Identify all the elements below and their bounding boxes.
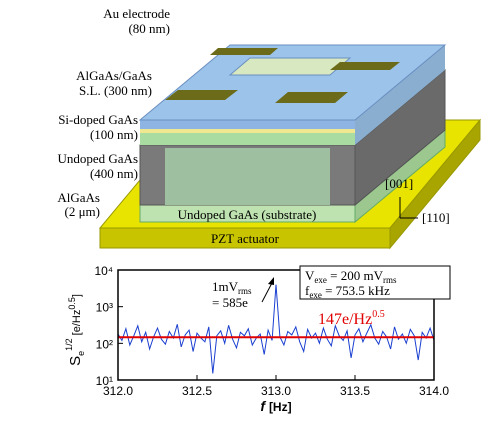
label: Si-doped GaAs (58, 112, 138, 127)
v-sub: exe (314, 275, 327, 285)
data-line (117, 284, 435, 374)
y-label-sub: e (76, 351, 86, 356)
x-label-var: f (260, 398, 266, 414)
label: (400 nm) (90, 166, 138, 181)
f-text: = 753.5 kHz (322, 283, 390, 298)
floor-note: 147e/Hz (318, 311, 372, 328)
label: S.L. (300 nm) (79, 83, 152, 98)
label: Undoped GaAs (substrate) (178, 207, 317, 222)
y-axis-label: Se1/2 [e/Hz0.5] (64, 294, 86, 366)
y-label-sup: 1/2 (64, 338, 74, 351)
x-axis-label: f [Hz] (260, 398, 291, 414)
y-label-close: ] (71, 294, 83, 297)
f-sub: exe (309, 290, 322, 300)
y-label-unit-sup: 0.5 (67, 297, 77, 310)
label: (2 μm) (65, 204, 101, 219)
electrode (275, 92, 348, 103)
x-label-unit: [Hz] (269, 400, 292, 414)
annotation: 147e/Hz0.5 (318, 309, 385, 328)
label: PZT actuator (211, 231, 280, 246)
spike-note-sub: rms (238, 286, 252, 296)
y-tick-label: 10² (96, 337, 113, 351)
v-text: = 200 mV (327, 268, 384, 283)
label: (100 nm) (90, 127, 138, 142)
label: Undoped GaAs (57, 151, 138, 166)
electrode (210, 48, 278, 55)
v-unit-sub: rms (383, 275, 397, 285)
x-tick-label: 313.5 (340, 384, 370, 398)
pzt-side (389, 118, 481, 250)
x-tick-label: 313.0 (261, 384, 291, 398)
annotation-box (299, 265, 451, 300)
v-symbol: V (305, 268, 315, 283)
layer-labels: Au electrode (80 nm) AlGaAs/GaAs S.L. (3… (57, 6, 170, 219)
label: [001] (385, 176, 413, 191)
mesa (228, 57, 352, 76)
annotation: = 585e (212, 295, 248, 310)
label: [110] (422, 210, 450, 225)
electrode (165, 90, 238, 100)
spike-note: 1mV (212, 279, 239, 294)
label: (80 nm) (128, 21, 170, 36)
undoped-layer (140, 133, 355, 145)
y-tick-label: 10¹ (96, 374, 113, 388)
floor-note-sup: 0.5 (372, 309, 385, 320)
layer-side (355, 45, 445, 145)
x-tick-label: 312.0 (103, 384, 133, 398)
cavity (165, 148, 330, 205)
f-symbol: f (305, 283, 310, 298)
y-tick-label: 10⁴ (94, 264, 113, 278)
x-tick-label: 314.0 (419, 384, 449, 398)
sl-layer (140, 120, 355, 129)
annotation: fexe = 753.5 kHz (305, 283, 390, 300)
device-schematic: [001] [110] Undoped GaAs (substrate) PZT… (57, 6, 482, 250)
annotation: 1mVrms (212, 279, 252, 296)
label: AlGaAs (57, 190, 100, 205)
annotation: Vexe = 200 mVrms (305, 268, 397, 285)
y-label-main: S (67, 356, 84, 366)
si-layer (140, 129, 355, 133)
arrow-head (268, 277, 274, 285)
x-tick-label: 312.5 (182, 384, 212, 398)
y-tick-label: 10³ (96, 301, 113, 315)
electrode (330, 62, 400, 70)
label: AlGaAs/GaAs (76, 68, 152, 83)
label: Au electrode (103, 6, 170, 21)
y-label-unit: [e/Hz (71, 310, 83, 336)
